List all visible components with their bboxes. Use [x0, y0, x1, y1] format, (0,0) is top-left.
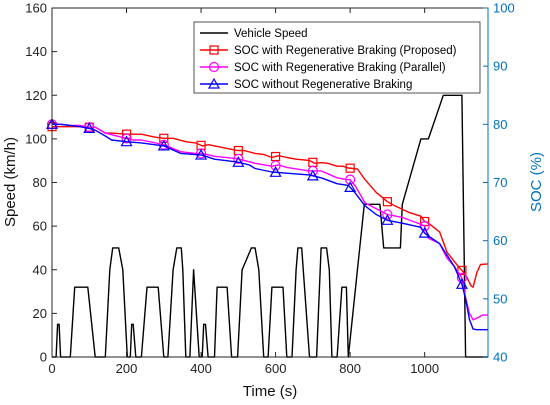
series-marker-triangle: [157, 139, 170, 151]
series-marker-triangle: [83, 122, 96, 134]
y-tick-label-right: 80: [493, 117, 507, 132]
series-marker-circle: [345, 174, 356, 185]
y-axis-label-right: SOC (%): [528, 152, 545, 212]
y-tick-label-left: 160: [25, 1, 47, 16]
y-tick-label-right: 90: [493, 59, 507, 74]
series-marker-triangle: [381, 214, 394, 225]
ticks-layer: 0 200 400 600 800 1000 0 20 40 60 80 100 120 140 160 40…: [25, 1, 514, 377]
series-marker-circle: [233, 153, 244, 164]
x-tick-label: 800: [339, 361, 361, 376]
y-tick-label-left: 20: [33, 306, 47, 321]
series-marker-triangle: [195, 148, 208, 160]
legend-label: SOC with Regenerative Braking (Parallel): [234, 62, 446, 74]
series-marker-circle: [270, 160, 281, 171]
x-tick-label: 600: [265, 361, 287, 376]
y-tick-label-left: 140: [25, 44, 47, 59]
legend-label: SOC without Regenerative Braking: [234, 79, 412, 91]
legend-marker-triangle: [207, 77, 221, 89]
series-line-triangle: [52, 123, 488, 331]
legend-marker-square: [209, 45, 219, 55]
y-tick-label-right: 100: [493, 1, 515, 16]
y-tick-label-right: 70: [493, 175, 507, 190]
y-tick-label-left: 80: [33, 175, 47, 190]
y-tick-label-left: 120: [25, 88, 47, 103]
y-tick-label-left: 60: [33, 219, 47, 234]
series-marker-triangle: [232, 156, 245, 167]
y-tick-label-right: 60: [493, 233, 507, 248]
series-marker-circle: [419, 221, 430, 232]
x-tick-label: 400: [190, 361, 212, 376]
series-marker-square: [457, 265, 467, 276]
series-marker-triangle: [344, 181, 357, 192]
series-marker-circle: [382, 209, 393, 220]
series-marker-triangle: [418, 226, 431, 238]
legend-box: [193, 21, 481, 94]
x-axis-label: Time (s): [243, 383, 297, 400]
y-tick-label-right: 50: [493, 291, 507, 306]
legend-label: SOC with Regenerative Braking (Proposed): [234, 45, 457, 57]
series-marker-triangle: [269, 166, 282, 177]
series-line-square: [52, 125, 489, 288]
series-marker-square: [382, 197, 392, 207]
series-marker-triangle: [455, 278, 468, 289]
x-tick-label: 0: [48, 361, 55, 376]
series-marker-circle: [456, 272, 468, 283]
series-line-speed: [52, 94, 488, 358]
series-marker-triangle: [120, 135, 133, 147]
legend-label: Vehicle Speed: [234, 28, 308, 40]
x-tick-label: 200: [116, 361, 138, 376]
legend: Vehicle Speed SOC with Regenerative Braki…: [193, 21, 481, 94]
series-marker-triangle: [306, 169, 319, 181]
y-tick-label-left: 0: [40, 350, 47, 365]
y-tick-label-left: 100: [25, 131, 47, 146]
series-marker-circle: [121, 133, 132, 144]
y-tick-label-right: 40: [493, 350, 507, 365]
y-tick-label-left: 40: [33, 262, 47, 277]
legend-marker-circle: [208, 61, 220, 73]
series-marker-square: [159, 133, 169, 143]
x-tick-label: 1000: [410, 361, 439, 376]
y-axis-label-left: Speed (km/h): [2, 137, 19, 227]
series-marker-square: [345, 163, 355, 173]
